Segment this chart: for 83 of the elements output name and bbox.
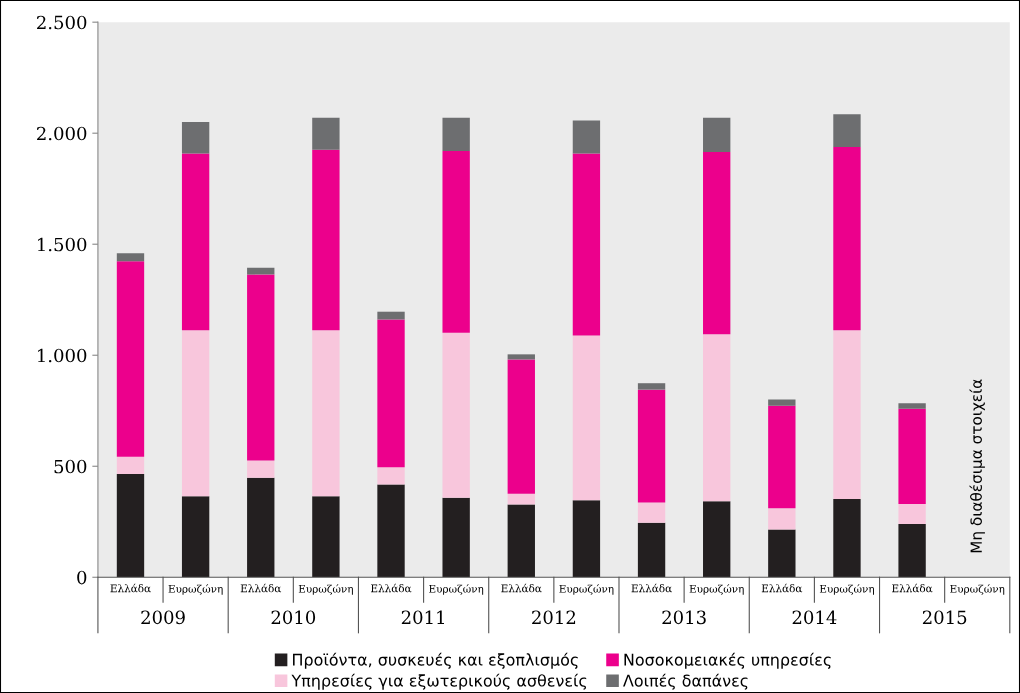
text: 2010 <box>271 610 316 625</box>
bar <box>377 467 405 485</box>
text: 2009 <box>141 610 185 625</box>
bar <box>833 499 861 578</box>
text: 2011 <box>401 610 444 625</box>
bar <box>833 330 861 500</box>
bar <box>703 334 731 502</box>
bar <box>898 523 926 578</box>
bar <box>898 403 926 409</box>
bar <box>377 484 405 578</box>
x-tick-label: Ευρωζώνη <box>168 584 223 595</box>
bar <box>703 117 731 153</box>
x-tick-label: Ευρωζώνη <box>689 584 744 595</box>
bar <box>247 460 275 478</box>
bar <box>637 389 666 503</box>
bar <box>703 152 731 335</box>
bar <box>572 153 601 336</box>
y-tick-label: 2.000 <box>37 126 87 141</box>
legend-label: Υπηρεσίες για εξωτερικούς ασθενείς <box>291 673 587 690</box>
bar <box>768 399 796 406</box>
bar <box>442 150 470 333</box>
bar <box>116 253 145 262</box>
bar <box>572 120 601 154</box>
bar <box>768 529 796 578</box>
legend-label: Λοιπές δαπάνες <box>623 673 748 690</box>
x-tick-label: Ευρωζώνη <box>429 584 484 595</box>
bar <box>247 477 275 578</box>
bar <box>312 496 340 578</box>
bar <box>768 405 796 509</box>
bar <box>898 504 926 524</box>
bar <box>377 311 405 320</box>
text: 2013 <box>662 610 706 625</box>
bar <box>312 149 340 331</box>
text: 2014 <box>792 610 837 625</box>
y-tick-label: 1.500 <box>38 237 87 252</box>
x-tick-label: Ελλάδα <box>892 583 933 593</box>
bar <box>181 153 210 331</box>
bar <box>442 332 470 498</box>
bar <box>833 114 861 147</box>
bar <box>312 117 340 150</box>
x-tick-label: Ελλάδα <box>501 583 542 593</box>
bar <box>507 359 535 494</box>
bar <box>833 146 861 331</box>
y-tick-label: 1.000 <box>38 348 87 363</box>
bar <box>181 496 210 578</box>
bar <box>637 522 666 578</box>
annotation: Μη διαθέσιμα στοιχεία <box>969 379 985 553</box>
legend-label: Νοσοκομειακές υπηρεσίες <box>624 652 831 669</box>
x-tick-label: Ελλάδα <box>110 583 151 593</box>
text: 2015 <box>922 610 967 625</box>
y-tick-label: 500 <box>54 459 87 474</box>
bar <box>116 474 145 578</box>
bar <box>637 383 666 390</box>
bar <box>181 122 210 154</box>
bar <box>312 330 340 497</box>
bar <box>247 274 275 461</box>
text: 2012 <box>532 610 576 625</box>
legend-label: Προϊόντα, συσκευές και εξοπλισμός <box>293 652 578 669</box>
y-tick-label: 0 <box>77 570 87 585</box>
bar <box>703 501 731 578</box>
bar <box>768 508 796 530</box>
bar <box>898 408 926 504</box>
bar <box>181 330 210 497</box>
bar <box>507 354 535 360</box>
bar <box>442 117 470 151</box>
x-tick-label: Ευρωζώνη <box>950 584 1005 595</box>
x-tick-label: Ελλάδα <box>761 583 803 593</box>
bar <box>572 500 601 578</box>
x-tick-label: Ελλάδα <box>631 583 672 593</box>
x-tick-label: Ελλάδα <box>371 583 412 593</box>
x-tick-label: Ευρωζώνη <box>298 584 353 595</box>
bar <box>507 504 535 578</box>
y-tick-label: 2.500 <box>37 15 87 30</box>
bar <box>442 497 470 578</box>
bar <box>637 502 666 523</box>
bar <box>507 493 535 505</box>
x-tick-label: Ευρωζώνη <box>559 584 614 595</box>
bar <box>116 456 145 475</box>
bar <box>572 335 601 501</box>
x-tick-label: Ευρωζώνη <box>819 584 874 595</box>
x-tick-label: Ελλάδα <box>240 583 282 593</box>
bar <box>116 261 145 457</box>
bar <box>377 319 405 468</box>
